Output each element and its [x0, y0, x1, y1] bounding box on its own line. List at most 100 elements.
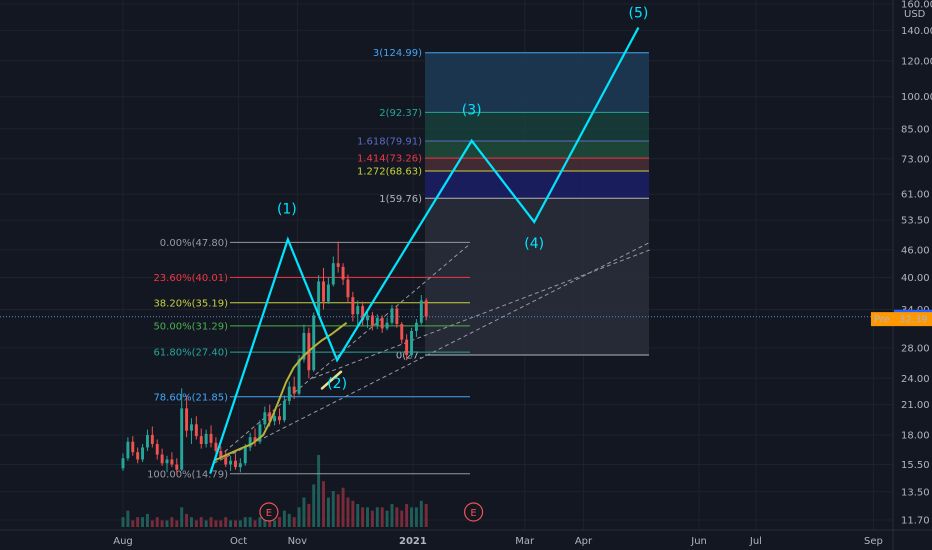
candle-body — [219, 450, 223, 458]
volume-bar — [395, 507, 399, 527]
volume-bar — [185, 513, 189, 527]
candle-body — [141, 447, 145, 460]
fib-retracement-label: 38.20%(35.19) — [153, 298, 228, 309]
candle-body — [155, 443, 159, 455]
wave-label: (5) — [629, 6, 649, 22]
volume-bar — [253, 520, 257, 527]
volume-bar — [302, 497, 306, 527]
volume-bar — [189, 517, 193, 527]
volume-bar — [351, 500, 355, 527]
y-tick-label: 100.00 — [901, 92, 932, 103]
support-segment — [320, 370, 343, 390]
candle-body — [150, 435, 154, 444]
y-tick-label: 46.00 — [901, 245, 930, 256]
candle-body — [424, 300, 428, 317]
y-tick-label: 11.70 — [901, 516, 930, 527]
fib-retracement-label: 100.00%(14.79) — [147, 469, 228, 480]
y-tick-label: 120.00 — [901, 56, 932, 67]
volume-bar — [224, 517, 228, 527]
fib-retracement: 0.00%(47.80) 23.60%(40.01) 38.20%(35.19) 50… — [147, 238, 470, 480]
y-tick-label: 15.50 — [901, 460, 930, 471]
candle-body — [370, 315, 374, 326]
candle-body — [180, 408, 184, 470]
fib-extension-label: 1.272(68.63) — [357, 166, 422, 177]
earnings-marker[interactable] — [259, 502, 279, 522]
volume-bar — [126, 510, 130, 527]
y-tick-label: 140.00 — [901, 26, 932, 37]
candle-body — [165, 459, 169, 464]
volume-bar — [361, 507, 365, 527]
fib-extension-band — [425, 198, 649, 356]
candle-body — [312, 315, 316, 371]
fib-extension-band — [425, 140, 649, 159]
candle-body — [385, 322, 389, 329]
candle-body — [268, 412, 272, 422]
x-tick-label: Sep — [864, 536, 883, 547]
volume-bar — [170, 517, 174, 527]
x-tick-label: Jun — [690, 536, 707, 547]
volume-bar — [405, 504, 409, 527]
volume-bar — [273, 520, 277, 527]
volume-bar — [385, 510, 389, 527]
volume-bar — [136, 517, 140, 527]
x-tick-label: Oct — [230, 536, 247, 547]
candle-body — [405, 339, 409, 356]
x-tick-label: Apr — [575, 536, 593, 547]
volume-bar — [410, 507, 413, 527]
volume-bar — [131, 520, 135, 527]
y-tick-label: 40.00 — [901, 273, 930, 284]
volume-bar — [322, 481, 325, 527]
candle-body — [214, 442, 218, 451]
volume-bar — [317, 455, 321, 527]
candle-body — [170, 459, 174, 465]
fib-extension-label: 2(92.37) — [379, 108, 422, 119]
earnings-marker[interactable] — [463, 502, 484, 522]
volume-bar — [155, 517, 159, 527]
volume-bar — [229, 520, 233, 527]
trend-line — [213, 241, 651, 464]
volume-bar — [141, 517, 145, 527]
x-tick-label: Aug — [113, 536, 133, 547]
y-tick-label: 24.00 — [901, 374, 930, 385]
volume-bar — [209, 517, 213, 527]
volume-bar — [282, 510, 286, 527]
candle-body — [317, 281, 321, 316]
y-tick-label: 13.50 — [901, 487, 930, 498]
candle-body — [287, 386, 291, 401]
volume-bar — [307, 504, 311, 527]
fib-retracement-label: 23.60%(40.01) — [153, 273, 228, 284]
candle-body — [326, 284, 330, 302]
volume-bar — [160, 520, 164, 527]
volume-bar — [370, 510, 374, 527]
y-tick-label: 160.00 — [901, 0, 932, 11]
candle-body — [204, 433, 208, 444]
fib-retracement-label: 61.80%(27.40) — [153, 348, 228, 359]
fib-extension: 3(124.99) 2(92.37) 1.618(79.91) 1.414(73.26… — [357, 48, 649, 362]
wave-label: (2) — [327, 376, 347, 392]
volume-bar — [400, 510, 404, 527]
candle-body — [145, 435, 149, 448]
volume-bar — [356, 504, 360, 527]
volume-bar — [326, 497, 330, 527]
volume-bar — [258, 517, 262, 527]
fib-extension-band — [425, 158, 649, 171]
volume-bar — [219, 520, 223, 527]
candle-body — [361, 306, 365, 321]
candle-body — [331, 263, 335, 285]
volume-bar — [238, 520, 242, 527]
volume-bar — [419, 500, 423, 527]
candle-body — [175, 464, 179, 470]
fib-extension-band — [425, 112, 649, 141]
y-tick-label: 28.00 — [901, 343, 930, 354]
volume-bar — [424, 504, 428, 527]
volume-bar — [204, 520, 208, 527]
fib-extension-label: 1(59.76) — [379, 194, 422, 205]
y-tick-label: 73.00 — [901, 154, 930, 165]
fib-extension-label: 0(27. — [396, 351, 422, 362]
candle-body — [160, 454, 164, 464]
volume-bar — [414, 507, 418, 527]
candle-body — [194, 424, 198, 437]
candle-body — [336, 263, 340, 267]
